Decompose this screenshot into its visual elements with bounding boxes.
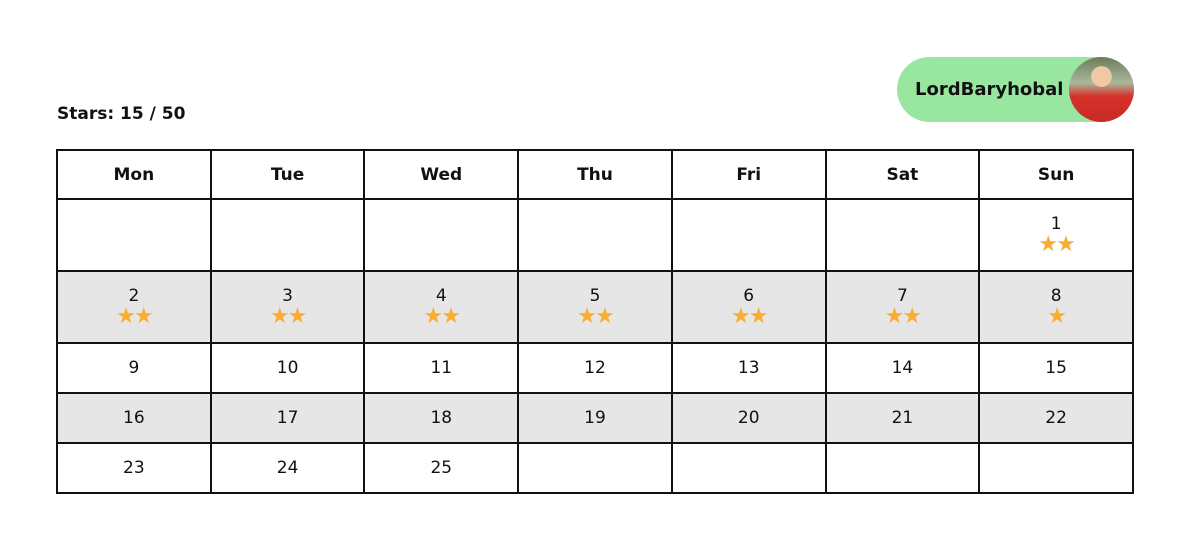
day-number: 16 <box>123 408 145 428</box>
star-icon: ★★ <box>116 304 153 329</box>
star-icon: ★ <box>1047 304 1067 329</box>
star-icon: ★★ <box>1038 232 1075 257</box>
day-cell[interactable]: 22 <box>978 392 1134 444</box>
day-cell[interactable]: 8 ★ <box>978 270 1134 344</box>
day-number: 5 <box>589 286 601 306</box>
empty-cell <box>56 198 212 272</box>
day-header: Wed <box>363 149 520 200</box>
star-icon: ★★ <box>269 304 307 329</box>
day-cell[interactable]: 10 <box>209 342 366 394</box>
day-cell[interactable]: 19 <box>517 392 673 444</box>
day-number: 8 <box>1050 286 1062 306</box>
empty-cell <box>824 442 981 494</box>
day-number: 25 <box>430 458 453 478</box>
day-cell[interactable]: 4 ★★ <box>363 270 520 344</box>
empty-cell <box>824 198 981 272</box>
star-icon: ★★ <box>730 304 768 329</box>
day-cell[interactable]: 2 ★★ <box>56 270 212 344</box>
day-cell[interactable]: 20 <box>670 392 827 444</box>
day-cell[interactable]: 16 <box>56 392 212 444</box>
calendar: Mon Tue Wed Thu Fri Sat Sun 1 ★★ 2 ★★ 3 ★★ 4 ★★ 5 ★★ 6 ★★… <box>56 149 1134 494</box>
day-number: 3 <box>282 286 293 306</box>
star-icon: ★★ <box>577 304 614 329</box>
stars-count: Stars: 15 / 50 <box>57 104 186 124</box>
day-number: 15 <box>1045 358 1067 378</box>
day-number: 2 <box>128 286 140 306</box>
day-number: 21 <box>891 408 914 428</box>
day-number: 4 <box>435 286 447 306</box>
day-number: 7 <box>896 286 908 306</box>
day-number: 10 <box>276 358 299 378</box>
star-icon: ★★ <box>423 304 461 329</box>
day-cell[interactable]: 15 <box>978 342 1134 394</box>
empty-cell <box>517 442 673 494</box>
day-cell[interactable]: 25 <box>363 442 520 494</box>
username: LordBaryhobal <box>915 79 1064 100</box>
day-number: 13 <box>737 358 760 378</box>
day-cell[interactable]: 17 <box>209 392 366 444</box>
day-number: 9 <box>128 358 140 378</box>
day-number: 23 <box>123 458 145 478</box>
day-cell[interactable]: 7 ★★ <box>824 270 981 344</box>
day-cell[interactable]: 6 ★★ <box>670 270 827 344</box>
day-number: 24 <box>276 458 299 478</box>
empty-cell <box>670 198 827 272</box>
day-header: Tue <box>209 149 366 200</box>
day-cell[interactable]: 12 <box>517 342 673 394</box>
week-row: 16 17 18 19 20 21 22 <box>56 392 1134 444</box>
empty-cell <box>517 198 673 272</box>
day-cell[interactable]: 1 ★★ <box>978 198 1134 272</box>
day-number: 17 <box>276 408 299 428</box>
day-number: 12 <box>584 358 606 378</box>
user-badge[interactable]: LordBaryhobal <box>897 57 1134 122</box>
star-icon: ★★ <box>884 304 922 329</box>
day-cell[interactable]: 21 <box>824 392 981 444</box>
avatar <box>1069 57 1134 122</box>
week-row: 1 ★★ <box>56 198 1134 272</box>
day-number: 22 <box>1045 408 1067 428</box>
day-header: Thu <box>517 149 673 200</box>
day-header: Mon <box>56 149 212 200</box>
day-cell[interactable]: 11 <box>363 342 520 394</box>
day-number: 14 <box>891 358 914 378</box>
empty-cell <box>209 198 366 272</box>
day-cell[interactable]: 9 <box>56 342 212 394</box>
day-header: Sat <box>824 149 981 200</box>
day-cell[interactable]: 13 <box>670 342 827 394</box>
day-number: 1 <box>1050 214 1062 234</box>
week-row: 2 ★★ 3 ★★ 4 ★★ 5 ★★ 6 ★★ 7 ★★ 8 ★ <box>56 270 1134 344</box>
empty-cell <box>363 198 520 272</box>
day-cell[interactable]: 23 <box>56 442 212 494</box>
day-cell[interactable]: 5 ★★ <box>517 270 673 344</box>
day-cell[interactable]: 18 <box>363 392 520 444</box>
day-number: 6 <box>743 286 755 306</box>
day-number: 18 <box>430 408 453 428</box>
day-header: Sun <box>978 149 1134 200</box>
day-number: 20 <box>737 408 760 428</box>
empty-cell <box>670 442 827 494</box>
week-row: 9 10 11 12 13 14 15 <box>56 342 1134 394</box>
day-number: 19 <box>584 408 606 428</box>
day-cell[interactable]: 3 ★★ <box>209 270 366 344</box>
empty-cell <box>978 442 1134 494</box>
day-cell[interactable]: 14 <box>824 342 981 394</box>
day-header: Fri <box>670 149 827 200</box>
day-number: 11 <box>430 358 453 378</box>
week-row: 23 24 25 <box>56 442 1134 494</box>
day-cell[interactable]: 24 <box>209 442 366 494</box>
